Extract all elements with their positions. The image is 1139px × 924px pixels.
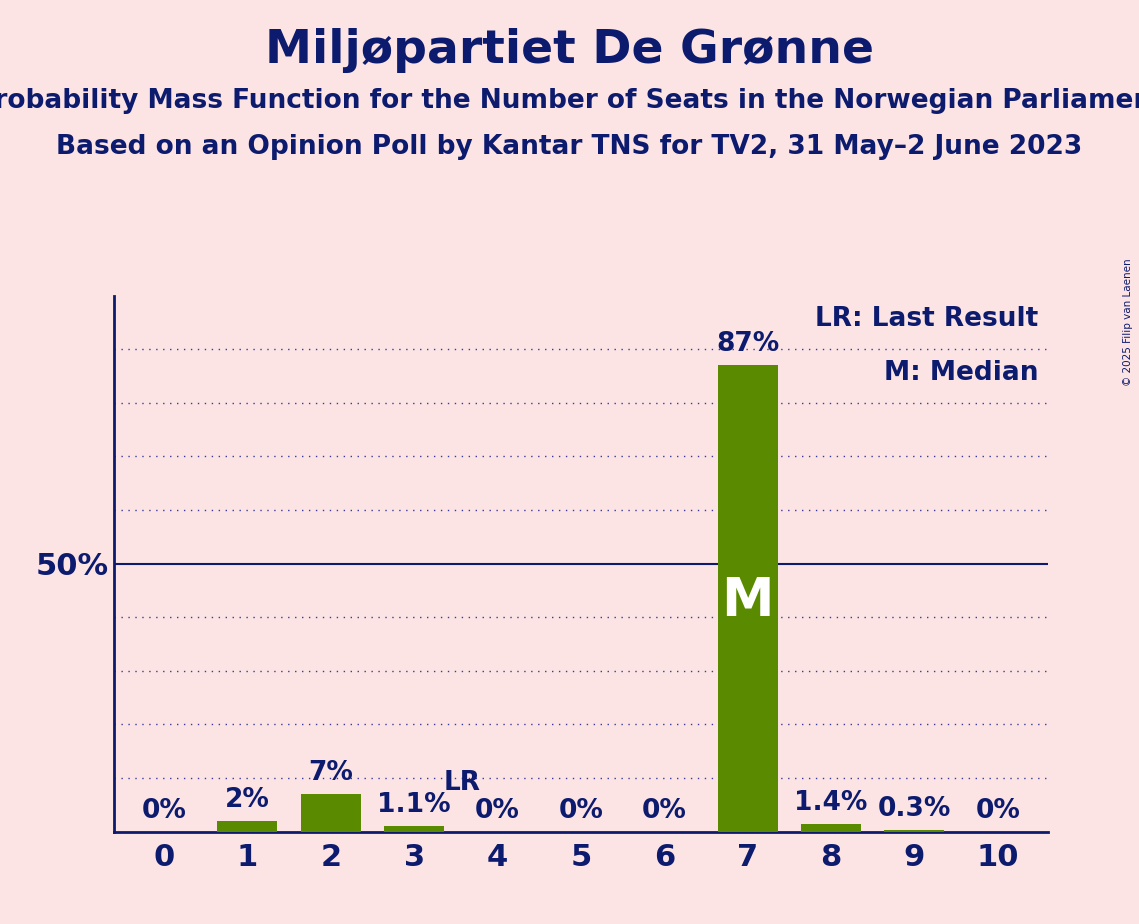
Bar [384, 826, 444, 832]
Text: 7%: 7% [309, 760, 353, 786]
Text: 0.3%: 0.3% [878, 796, 951, 822]
Text: 0%: 0% [475, 797, 519, 823]
Text: Probability Mass Function for the Number of Seats in the Norwegian Parliament: Probability Mass Function for the Number… [0, 88, 1139, 114]
Text: LR: Last Result: LR: Last Result [816, 307, 1039, 333]
Text: 2%: 2% [224, 787, 270, 813]
Bar [718, 365, 778, 832]
Bar [884, 830, 944, 832]
Text: 0%: 0% [642, 797, 687, 823]
Text: LR: LR [443, 771, 481, 796]
Text: 0%: 0% [975, 797, 1021, 823]
Text: © 2025 Filip van Laenen: © 2025 Filip van Laenen [1123, 259, 1133, 386]
Text: Based on an Opinion Poll by Kantar TNS for TV2, 31 May–2 June 2023: Based on an Opinion Poll by Kantar TNS f… [56, 134, 1083, 160]
Text: 0%: 0% [558, 797, 604, 823]
Text: 87%: 87% [716, 332, 779, 358]
Text: 0%: 0% [141, 797, 187, 823]
Text: Miljøpartiet De Grønne: Miljøpartiet De Grønne [265, 28, 874, 73]
Text: M: M [721, 575, 773, 627]
Text: 1.1%: 1.1% [377, 792, 451, 818]
Text: M: Median: M: Median [884, 360, 1039, 386]
Bar [218, 821, 278, 832]
Bar [801, 824, 861, 832]
Text: 1.4%: 1.4% [794, 790, 868, 816]
Bar [301, 794, 361, 832]
